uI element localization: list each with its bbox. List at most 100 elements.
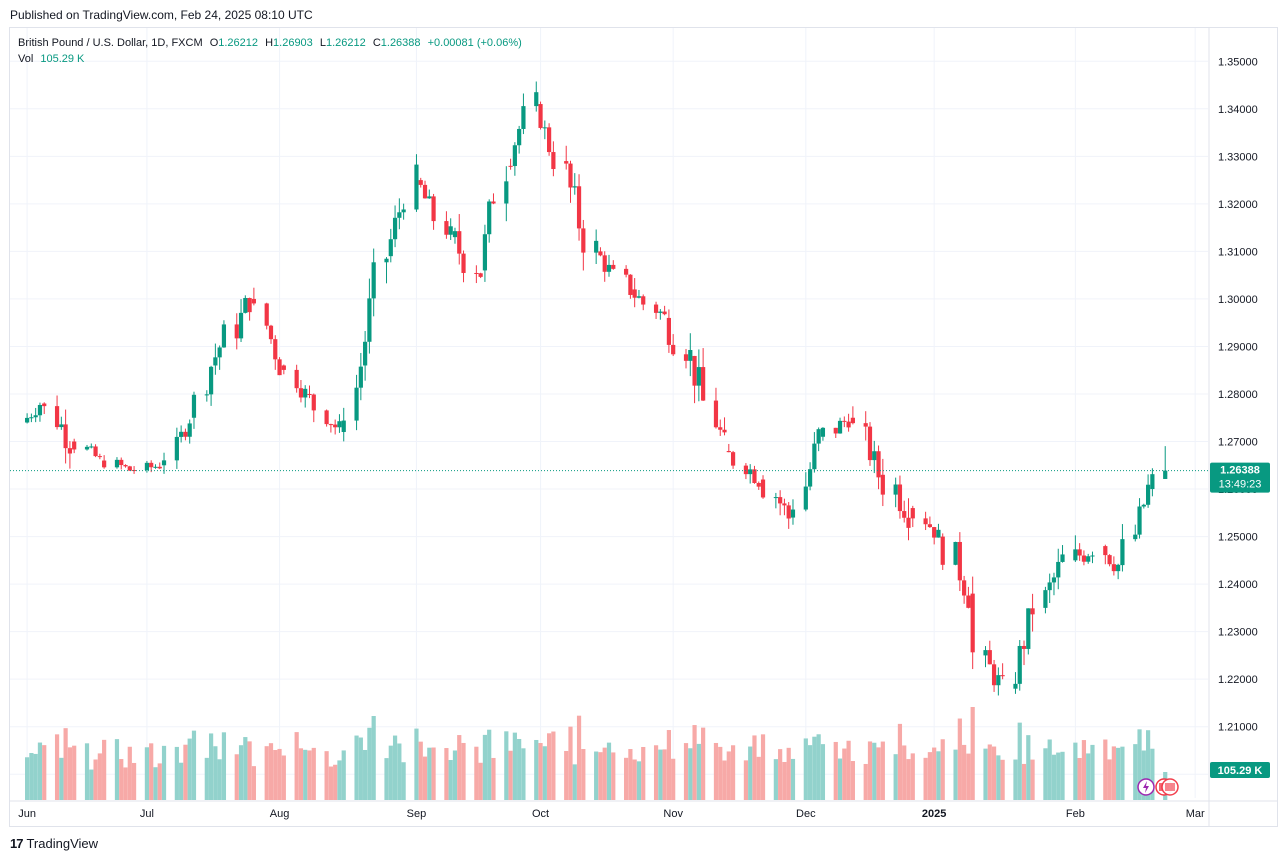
candle-body [576, 186, 582, 229]
candle-body [1047, 582, 1052, 591]
candle-body [1146, 484, 1151, 505]
price-tick-label: 1.30000 [1218, 294, 1258, 306]
candle-body [452, 231, 458, 238]
price-axis[interactable]: 1.35000 1.34000 1.33000 1.32000 1.31000 1.300… [1208, 28, 1258, 826]
volume-bar [1051, 754, 1057, 800]
candle-body [414, 164, 419, 210]
volume-bar [696, 743, 701, 800]
volume-bar [1116, 747, 1121, 800]
time-tick-label: Jul [140, 808, 154, 820]
candle-body [264, 303, 269, 326]
price-tick-label: 1.33000 [1218, 151, 1258, 163]
candle-body [337, 421, 342, 428]
volume-bar [1103, 739, 1108, 800]
symbol-name[interactable]: British Pound / U.S. Dollar, 1D, FXCM [18, 37, 203, 49]
candle-body [863, 423, 868, 427]
candle-body [1133, 534, 1138, 540]
candle-body [653, 304, 659, 313]
volume-bar [114, 739, 120, 800]
volume-bar [940, 739, 945, 800]
candle-body [688, 350, 693, 361]
volume-bar [67, 747, 72, 800]
flag-stripes-2 [1165, 783, 1175, 791]
candle-body [84, 446, 90, 450]
candle-body [726, 451, 731, 453]
volume-bar [508, 750, 513, 800]
volume-bar [807, 745, 813, 800]
low-label: L [319, 37, 326, 49]
volume-bar [457, 735, 462, 800]
volume-bar [671, 758, 676, 800]
volume-label[interactable]: Vol [18, 53, 34, 65]
volume-bar [174, 746, 179, 800]
volume-bar [572, 764, 577, 800]
candle-body [807, 469, 813, 487]
volume-bar [752, 735, 757, 800]
candle-body [902, 511, 907, 518]
candle-body [517, 128, 522, 146]
price-tick-label: 1.24000 [1218, 579, 1258, 591]
volume-bar [478, 762, 483, 800]
price-tick-label: 1.23000 [1218, 627, 1258, 639]
candle-body [940, 536, 945, 565]
candle-body [341, 420, 346, 433]
volume-bar [658, 749, 663, 800]
volume-bar [726, 751, 731, 800]
candle-body [397, 212, 402, 218]
volume-bar [294, 732, 299, 800]
candle-body [363, 341, 368, 366]
price-tick-label: 1.32000 [1218, 199, 1258, 211]
volume-bar [786, 747, 791, 800]
candle-body [333, 424, 338, 428]
footer-branding[interactable]: 17 TradingView [10, 836, 98, 851]
candle-body [833, 427, 838, 434]
volume-bar [474, 746, 479, 800]
candle-body [388, 239, 393, 257]
volume-bar [491, 757, 496, 800]
candle-body [1000, 675, 1005, 677]
candle-body [932, 527, 937, 538]
candle-body [1107, 555, 1112, 565]
time-axis[interactable]: Jun Jul Aug Sep Oct Nov Dec 2025 Feb Mar [10, 800, 1277, 820]
candle-body [93, 446, 98, 457]
candle-body [786, 505, 791, 519]
candle-body [752, 469, 757, 483]
candle-body [97, 456, 102, 458]
volume-bar [414, 728, 419, 800]
volume-bar [936, 751, 941, 800]
candle-body [1111, 564, 1116, 572]
volume-bar [89, 769, 94, 800]
volume-bar [1000, 759, 1005, 800]
tradingview-logo-icon: 17 [10, 836, 24, 851]
candle-body [221, 324, 227, 348]
candle-body [37, 404, 43, 416]
volume-bar [688, 748, 693, 800]
volume-bar [303, 749, 308, 800]
volume-bar [547, 733, 552, 800]
volume-bar [846, 740, 851, 800]
volume-bar [722, 760, 727, 800]
candle-body [273, 339, 278, 360]
candle-body [354, 387, 359, 421]
economic-event-icons[interactable] [1137, 778, 1179, 796]
volume-bar [773, 759, 778, 800]
candle-body [692, 355, 697, 386]
volume-bar [923, 757, 928, 800]
candle-body [1116, 564, 1121, 572]
volume-bar [996, 755, 1001, 800]
lightning-glyph [1143, 781, 1149, 793]
volume-bar [29, 752, 34, 800]
volume-bar [247, 741, 252, 800]
candle-body [1017, 645, 1022, 684]
volume-bars [25, 707, 1168, 800]
volume-bar [1077, 757, 1082, 800]
candle-body [778, 497, 783, 504]
candle-body [872, 451, 877, 461]
volume-bar [812, 736, 817, 800]
volume-bar [1120, 746, 1125, 800]
volume-bar [401, 762, 406, 800]
candle-body [936, 529, 941, 538]
price-tick-label: 1.22000 [1218, 674, 1258, 686]
candle-body [718, 427, 723, 430]
